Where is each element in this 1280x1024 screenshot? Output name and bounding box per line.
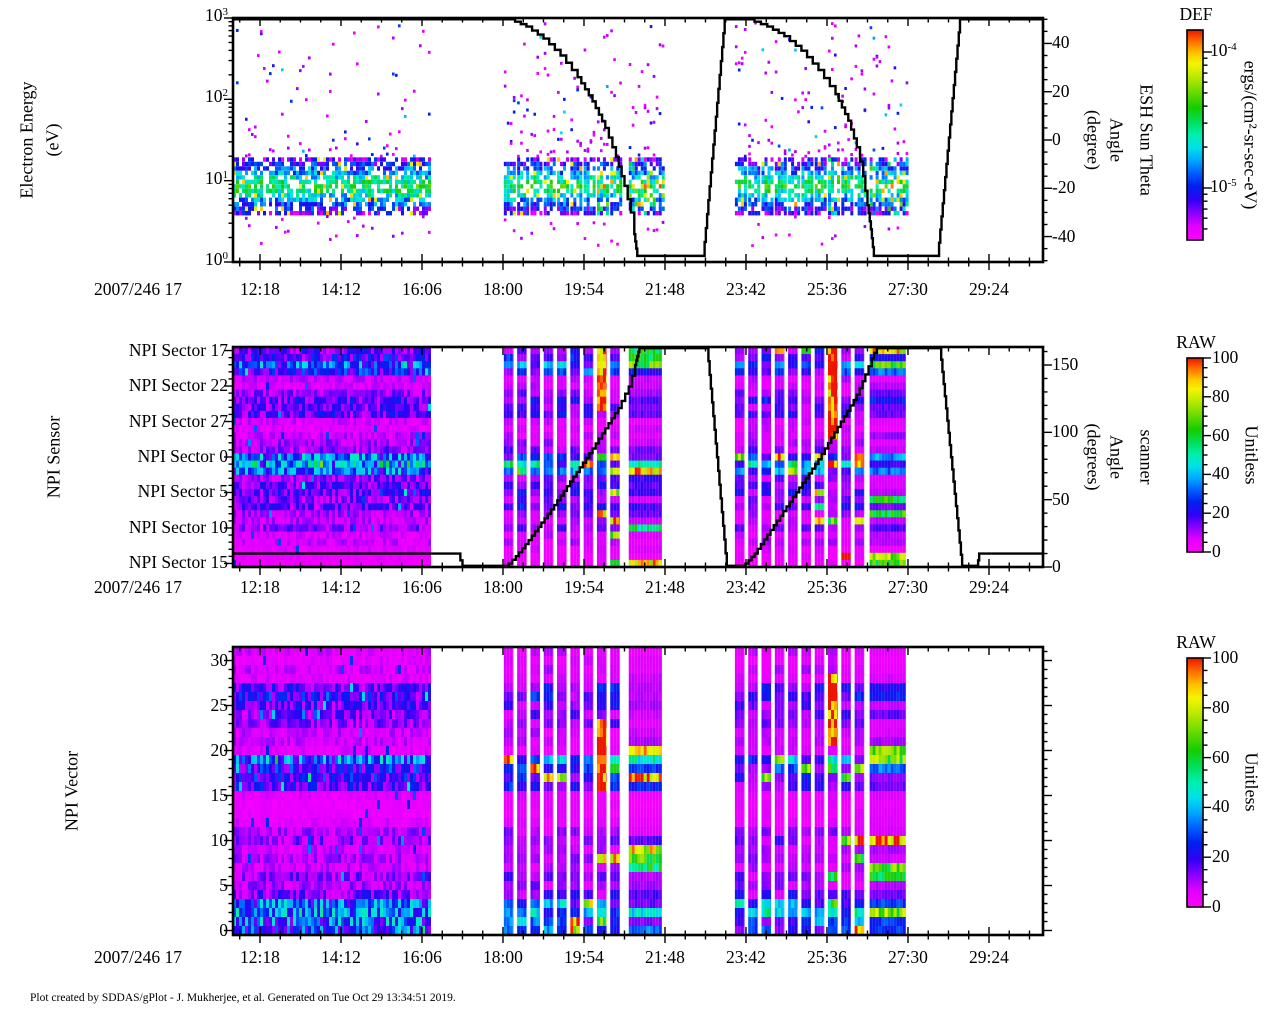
colorbar2-tick-label: 60	[1212, 424, 1230, 445]
panel3-y-tick-label: 0	[219, 919, 228, 940]
colorbar1-title: DEF	[1179, 4, 1213, 24]
panel1-x-tick-label: 21:48	[645, 279, 685, 299]
panel3-y-axis-title: NPI Vector	[61, 750, 82, 832]
panel1-y-tick-label: 103	[205, 5, 228, 25]
panel2-sector-tick-label: NPI Sector 5	[137, 481, 228, 502]
panel2-x-tick-label: 14:12	[321, 577, 361, 597]
panel3-y-tick-label: 25	[210, 694, 229, 715]
colorbar2-tick-label: 40	[1212, 463, 1230, 484]
panel2-right-tick-label: 150	[1052, 354, 1079, 374]
panel1-x-tick-label: 23:42	[726, 279, 766, 299]
panel1-right-tick-label: 20	[1052, 80, 1070, 101]
panel3-y-tick-label: 5	[219, 874, 228, 895]
panel2-x-tick-label: 18:00	[483, 577, 523, 597]
panel1-right-axis-title2: Angle	[1106, 118, 1127, 162]
panel1-right-tick-label: 0	[1052, 129, 1061, 149]
panel3-x-tick-label: 16:06	[402, 947, 442, 967]
panel2-sector-tick-label: NPI Sector 15	[128, 552, 228, 573]
panel1-right-tick-label: -40	[1052, 225, 1076, 246]
panel2-x-tick-label: 25:36	[807, 577, 847, 597]
panel2-x-tick-label: 19:54	[564, 577, 604, 597]
panel3-x-tick-label: 12:18	[240, 947, 280, 967]
panel1-x-tick-label: 25:36	[807, 279, 847, 299]
panel1-y-axis-title: Electron Energy	[16, 81, 37, 199]
colorbar2-tick-label: 0	[1212, 541, 1221, 561]
panel3-x-tick-label: 27:30	[888, 947, 928, 967]
panel1-y-axis-units: (eV)	[42, 123, 63, 157]
panel3-x-tick-label: 18:00	[483, 947, 523, 967]
panel2-x-axis-datum: 2007/246 17	[94, 577, 182, 597]
colorbar3-title: RAW	[1176, 632, 1216, 652]
colorbar2-tick-label: 100	[1212, 347, 1239, 367]
panel2-x-tick-label: 23:42	[726, 577, 766, 597]
panel1-x-tick-label: 14:12	[321, 279, 361, 299]
colorbar3-tick-label: 0	[1212, 896, 1221, 916]
panel3-y-tick-label: 15	[210, 784, 229, 805]
colorbar3-tick-label: 20	[1212, 846, 1230, 867]
colorbar3-tick-label: 40	[1212, 796, 1230, 817]
panel1-right-tick-label: -20	[1052, 177, 1076, 198]
panel2-sector-tick-label: NPI Sector 10	[128, 516, 228, 537]
panel2-right-tick-label: 100	[1052, 421, 1079, 442]
panel2-right-tick-label: 50	[1052, 488, 1070, 509]
panel3-x-tick-label: 14:12	[321, 947, 361, 967]
colorbar2-tick-label: 20	[1212, 502, 1230, 523]
panel1-x-axis-datum: 2007/246 17	[94, 279, 182, 299]
panel1-x-tick-label: 12:18	[240, 279, 280, 299]
panel1-y-tick-label: 100	[205, 249, 228, 269]
panel1-right-axis-title1: ESH Sun Theta	[1136, 84, 1157, 196]
panel3-y-tick-label: 20	[210, 739, 229, 760]
panel2-sector-tick-label: NPI Sector 17	[128, 339, 228, 360]
colorbar3-tick-label: 60	[1212, 746, 1230, 767]
panel2-x-tick-label: 29:24	[969, 577, 1009, 597]
panel3-y-tick-label: 10	[210, 829, 229, 850]
panel3-x-tick-label: 23:42	[726, 947, 766, 967]
colorbar1-tick-label: 10-4	[1210, 40, 1237, 60]
panel2-sector-tick-label: NPI Sector 0	[137, 446, 228, 466]
colorbar2-tick-label: 80	[1212, 385, 1230, 406]
panel2-sector-tick-label: NPI Sector 22	[128, 375, 228, 396]
panel3-x-axis-datum: 2007/246 17	[94, 947, 182, 967]
panel2-x-tick-label: 16:06	[402, 577, 442, 597]
panel1-x-tick-label: 19:54	[564, 279, 604, 299]
panel1-right-tick-label: 40	[1052, 32, 1070, 53]
panel1-y-tick-label: 102	[205, 86, 228, 107]
colorbar3-tick-label: 80	[1212, 696, 1230, 717]
colorbar2-title: RAW	[1176, 332, 1216, 352]
panel2-right-axis-title2: Angle	[1106, 435, 1127, 479]
plot-credit-footer: Plot created by SDDAS/gPlot - J. Mukherj…	[30, 992, 456, 1004]
panel2-sector-tick-label: NPI Sector 27	[128, 410, 228, 431]
panel3-x-tick-label: 29:24	[969, 947, 1009, 967]
panel3-x-tick-label: 25:36	[807, 947, 847, 967]
panel1-x-tick-label: 29:24	[969, 279, 1009, 299]
colorbar1-tick-label: 10-5	[1210, 176, 1237, 196]
panel2-x-tick-label: 21:48	[645, 577, 685, 597]
panel1-x-tick-label: 18:00	[483, 279, 523, 299]
panel2-x-tick-label: 27:30	[888, 577, 928, 597]
panel2-right-tick-label: 0	[1052, 556, 1061, 576]
colorbar3-tick-label: 100	[1212, 647, 1239, 667]
panel3-y-tick-label: 30	[210, 649, 229, 670]
panel2-right-axis-title1: scanner	[1136, 429, 1157, 485]
panel3-x-tick-label: 21:48	[645, 947, 685, 967]
panel1-x-tick-label: 16:06	[402, 279, 442, 299]
panel3-x-tick-label: 19:54	[564, 947, 604, 967]
panel2-x-tick-label: 12:18	[240, 577, 280, 597]
panel1-y-tick-label: 101	[205, 167, 228, 188]
panel1-x-tick-label: 27:30	[888, 279, 928, 299]
